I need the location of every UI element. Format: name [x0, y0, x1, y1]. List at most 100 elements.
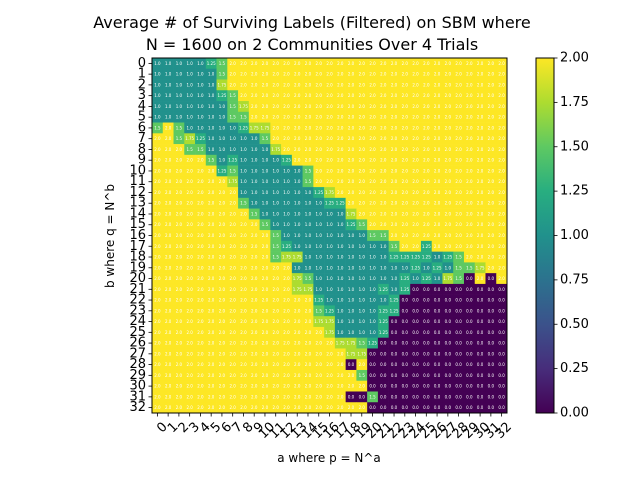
- heatmap-cell: [345, 101, 357, 113]
- heatmap-cell: [162, 187, 174, 199]
- cell-value-label: 2.0: [380, 179, 387, 184]
- cell-value-label: 2.0: [369, 136, 376, 141]
- cell-value-label: 1.0: [240, 190, 247, 195]
- cell-value-label: 2.0: [208, 362, 215, 367]
- cell-value-label: 0.0: [466, 319, 473, 324]
- cell-value-label: 2.0: [423, 82, 430, 87]
- cell-value-label: 2.0: [369, 104, 376, 109]
- heatmap-cell: [216, 337, 228, 349]
- heatmap-cell: [453, 58, 465, 70]
- cell-value-label: 1.25: [325, 308, 334, 313]
- heatmap-cell: [399, 187, 411, 199]
- cell-value-label: 1.25: [400, 287, 409, 292]
- heatmap-cell: [356, 219, 368, 231]
- heatmap-cell: [388, 122, 400, 134]
- cell-value-label: 2.0: [423, 61, 430, 66]
- cell-value-label: 2.0: [262, 276, 269, 281]
- cell-value-label: 2.0: [186, 341, 193, 346]
- cell-value-label: 2.0: [498, 276, 505, 281]
- heatmap-cell: [442, 240, 454, 252]
- heatmap-cell: [291, 240, 303, 252]
- cell-value-label: 2.0: [165, 255, 172, 260]
- cell-value-label: 2.0: [391, 115, 398, 120]
- heatmap-cell: [377, 359, 389, 371]
- cell-value-label: 1.0: [359, 233, 366, 238]
- heatmap-cell: [463, 219, 476, 231]
- y-tick-label: 13: [129, 196, 146, 211]
- cell-value-label: 2.0: [434, 168, 441, 173]
- cell-value-label: 2.0: [305, 298, 312, 303]
- heatmap-cell: [281, 176, 293, 188]
- heatmap-cell: [463, 165, 476, 177]
- heatmap-cell: [420, 283, 432, 295]
- heatmap-cell: [291, 283, 303, 295]
- heatmap-cell: [485, 101, 497, 113]
- heatmap-cell: [281, 348, 293, 360]
- heatmap-cell: [313, 154, 325, 166]
- heatmap-cell: [259, 187, 271, 199]
- cell-value-label: 0.0: [445, 287, 452, 292]
- cell-value-label: 2.0: [305, 394, 312, 399]
- heatmap-cell: [216, 58, 228, 70]
- cell-value-label: 1.0: [229, 147, 236, 152]
- heatmap-cell: [270, 122, 282, 134]
- heatmap-cell: [324, 369, 336, 382]
- cell-value-label: 2.0: [477, 179, 484, 184]
- cell-value-label: 2.0: [337, 179, 344, 184]
- heatmap-cell: [216, 154, 228, 166]
- heatmap-cell: [324, 380, 336, 392]
- heatmap-cell: [162, 251, 174, 263]
- cell-value-label: 0.0: [434, 341, 441, 346]
- cell-value-label: 2.0: [359, 72, 366, 77]
- cell-value-label: 2.0: [294, 330, 301, 335]
- heatmap-cell: [259, 154, 271, 166]
- heatmap-cell: [152, 273, 164, 285]
- heatmap-cell: [420, 369, 432, 382]
- heatmap-cell: [173, 197, 185, 209]
- cell-value-label: 2.0: [251, 115, 258, 120]
- cell-value-label: 1.0: [176, 93, 183, 98]
- heatmap-cell: [216, 176, 228, 188]
- cell-value-label: 2.0: [283, 125, 290, 130]
- heatmap-cell: [367, 230, 379, 242]
- heatmap-cell: [367, 348, 379, 360]
- heatmap-cell: [367, 251, 379, 263]
- cell-value-label: 0.0: [445, 298, 452, 303]
- cell-value-label: 1.25: [379, 330, 388, 335]
- cell-value-label: 1.0: [219, 115, 226, 120]
- heatmap-cell: [399, 154, 411, 166]
- cell-value-label: 0.0: [466, 287, 473, 292]
- cell-value-label: 0.0: [466, 394, 473, 399]
- cell-value-label: 2.0: [240, 351, 247, 356]
- heatmap-cell: [485, 79, 497, 91]
- cell-value-label: 2.0: [455, 211, 462, 216]
- heatmap-cell: [152, 101, 164, 113]
- heatmap-cell: [152, 79, 164, 91]
- heatmap-cell: [162, 273, 174, 285]
- heatmap-cell: [162, 348, 174, 360]
- cell-value-label: 2.0: [262, 265, 269, 270]
- y-tick-label: 25: [129, 325, 146, 340]
- heatmap-cell: [152, 402, 164, 414]
- cell-value-label: 1.0: [348, 319, 355, 324]
- heatmap-cell: [388, 369, 400, 382]
- cell-value-label: 2.0: [251, 308, 258, 313]
- heatmap-cell: [195, 316, 207, 328]
- cell-value-label: 2.0: [262, 72, 269, 77]
- heatmap-cell: [238, 197, 250, 209]
- cell-value-label: 2.0: [251, 61, 258, 66]
- cell-value-label: 2.0: [337, 373, 344, 378]
- heatmap-cell: [205, 240, 217, 252]
- cell-value-label: 2.0: [219, 244, 226, 249]
- y-tick-label: 14: [129, 206, 146, 221]
- heatmap-cell: [485, 219, 497, 231]
- heatmap-cell: [345, 262, 357, 274]
- cell-value-label: 2.0: [402, 190, 409, 195]
- cell-value-label: 2.0: [229, 287, 236, 292]
- cell-value-label: 2.0: [186, 201, 193, 206]
- cell-value-label: 0.0: [423, 308, 430, 313]
- cell-value-label: 2.0: [197, 373, 204, 378]
- heatmap-cell: [270, 176, 282, 188]
- cell-value-label: 2.0: [197, 265, 204, 270]
- heatmap-cell: [410, 144, 422, 156]
